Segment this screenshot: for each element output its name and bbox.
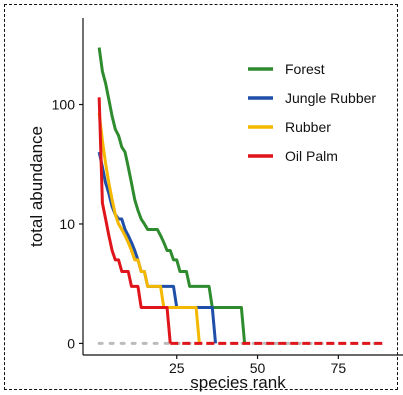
series-line-rubber bbox=[97, 112, 201, 344]
legend-label-oil-palm: Oil Palm bbox=[285, 148, 338, 164]
legend-label-forest: Forest bbox=[285, 61, 325, 77]
x-axis-title: species rank bbox=[190, 373, 286, 392]
x-tick-label: 25 bbox=[169, 360, 185, 376]
legend-label-rubber: Rubber bbox=[285, 119, 331, 135]
figure-border bbox=[4, 4, 398, 390]
y-tick-label: 100 bbox=[52, 97, 76, 113]
legend: Forest Jungle Rubber Rubber Oil Palm bbox=[248, 61, 376, 164]
x-tick-label: 50 bbox=[250, 360, 266, 376]
y-tick-label: 0 bbox=[67, 335, 75, 351]
axis-ticks: 25 50 75 0 10 100 bbox=[52, 97, 347, 376]
y-tick-label: 10 bbox=[59, 216, 75, 232]
series-layer bbox=[97, 47, 386, 345]
series-line-oil-palm bbox=[97, 97, 172, 344]
series-line-forest bbox=[97, 47, 247, 344]
x-tick-label: 75 bbox=[331, 360, 347, 376]
y-axis-title: total abundance bbox=[27, 126, 46, 247]
legend-label-jungle-rubber: Jungle Rubber bbox=[285, 90, 376, 106]
